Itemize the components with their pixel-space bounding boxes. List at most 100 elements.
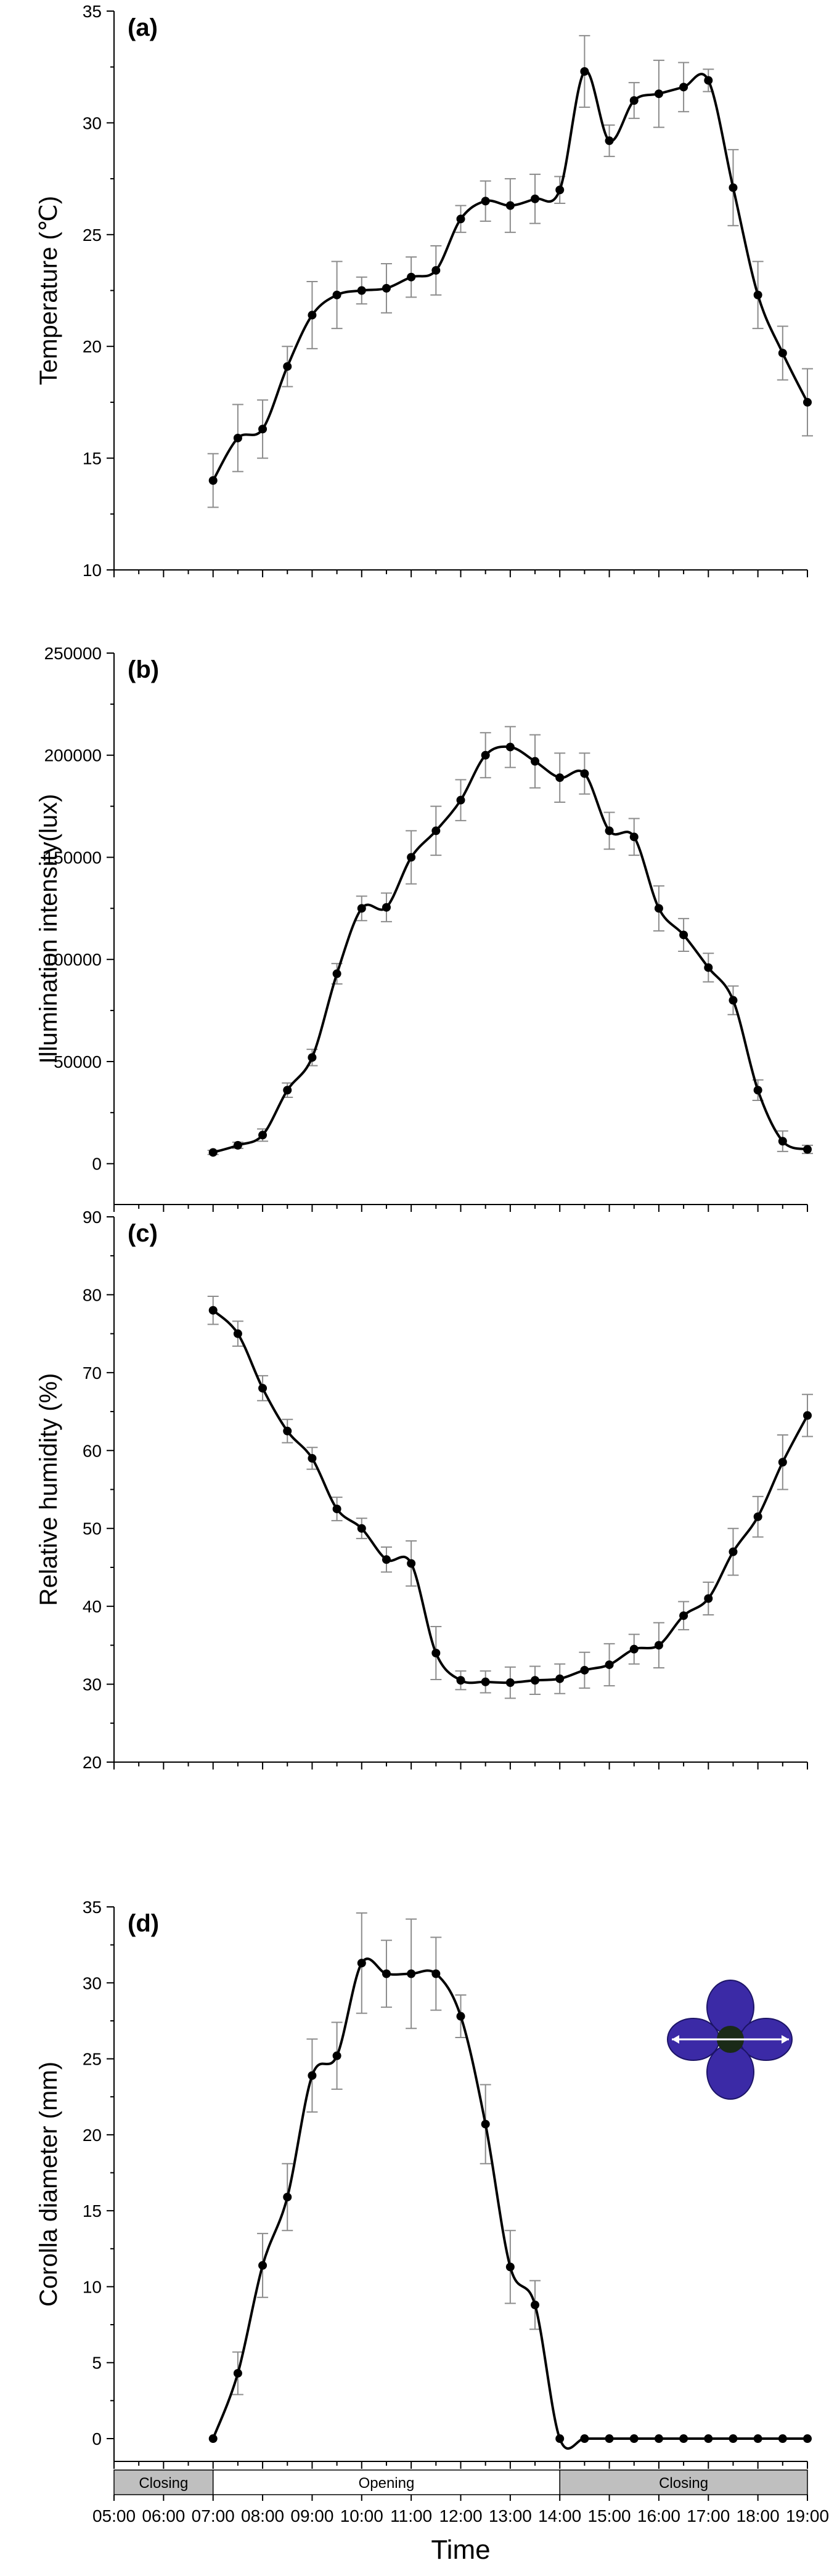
y-tick-label: 20 <box>83 1753 102 1772</box>
y-tick-label: 0 <box>92 2429 102 2448</box>
x-tick-label: 13:00 <box>489 2506 532 2525</box>
y-tick-label: 70 <box>83 1363 102 1383</box>
data-point <box>382 1969 391 1978</box>
data-point <box>382 903 391 912</box>
y-tick-label: 50000 <box>54 1052 102 1071</box>
data-point <box>308 1453 317 1463</box>
data-point <box>605 2434 614 2444</box>
data-point <box>505 1678 515 1688</box>
x-tick-label: 16:00 <box>637 2506 680 2525</box>
y-tick-label: 25 <box>83 2050 102 2069</box>
data-point <box>407 272 416 282</box>
data-point <box>208 476 218 485</box>
data-point <box>654 904 663 913</box>
data-point <box>580 2434 589 2444</box>
data-point <box>283 1086 292 1095</box>
y-tick-label: 30 <box>83 1675 102 1694</box>
phase-label: Closing <box>139 2475 188 2492</box>
phase-label: Closing <box>659 2475 708 2492</box>
data-point <box>605 826 614 835</box>
data-point <box>283 1426 292 1436</box>
data-point <box>308 1053 317 1062</box>
data-point <box>753 290 762 299</box>
data-point <box>803 1411 812 1420</box>
x-tick-label: 19:00 <box>786 2506 829 2525</box>
data-point <box>258 425 267 434</box>
data-point <box>555 2434 565 2444</box>
y-tick-label: 80 <box>83 1285 102 1304</box>
data-point <box>258 1384 267 1393</box>
data-point <box>332 290 341 299</box>
data-point <box>357 286 366 295</box>
y-tick-label: 50 <box>83 1519 102 1538</box>
data-point <box>531 2301 540 2310</box>
flower-petal <box>706 2044 754 2100</box>
data-point <box>555 1674 565 1683</box>
y-tick-label: 30 <box>83 1973 102 1993</box>
data-point <box>456 2012 465 2021</box>
data-point <box>704 76 713 85</box>
data-point <box>753 1512 762 1521</box>
data-point <box>233 1140 242 1150</box>
data-point <box>629 96 639 105</box>
data-point <box>555 185 565 195</box>
y-tick-label: 30 <box>83 113 102 132</box>
panel-label: (b) <box>128 656 159 683</box>
data-point <box>481 750 490 760</box>
data-point <box>431 1649 441 1657</box>
x-tick-label: 09:00 <box>290 2506 333 2525</box>
data-point <box>456 214 465 224</box>
series-line <box>213 745 808 1154</box>
data-point <box>233 433 242 442</box>
panel-4: 0 5 10 15 20 25 30 35 (d) Corolla diameter (mm) Cl… <box>35 1898 829 2565</box>
arrow-head-left <box>672 2035 679 2044</box>
data-point <box>407 1969 416 1978</box>
data-point <box>431 1969 441 1978</box>
x-tick-label: 08:00 <box>241 2506 284 2525</box>
data-point <box>407 853 416 862</box>
data-point <box>778 1137 787 1146</box>
data-point <box>505 742 515 752</box>
y-tick-label: 150000 <box>44 848 102 867</box>
data-point <box>729 2434 738 2444</box>
data-point <box>679 930 688 940</box>
y-tick-label: 5 <box>92 2354 102 2373</box>
data-point <box>382 1555 391 1564</box>
data-point <box>704 1594 713 1603</box>
arrow-head-right <box>782 2035 789 2044</box>
y-tick-label: 35 <box>83 1898 102 1917</box>
panel-label: (d) <box>128 1910 159 1937</box>
y-tick-label: 10 <box>83 561 102 580</box>
data-point <box>332 2051 341 2060</box>
y-tick-label: 20 <box>83 337 102 356</box>
data-point <box>382 283 391 293</box>
data-point <box>208 1306 218 1315</box>
data-point <box>580 1665 589 1675</box>
data-point <box>729 996 738 1005</box>
data-point <box>208 2434 218 2444</box>
x-tick-label: 12:00 <box>439 2506 482 2525</box>
y-tick-label: 20 <box>83 2126 102 2145</box>
data-point <box>481 197 490 206</box>
y-axis-label: Corolla diameter (mm) <box>35 2062 62 2307</box>
data-point <box>332 969 341 978</box>
x-tick-label: 11:00 <box>390 2506 432 2525</box>
x-tick-label: 07:00 <box>192 2506 235 2525</box>
series-line <box>212 1309 809 1684</box>
data-point <box>605 136 614 145</box>
y-tick-label: 0 <box>92 1155 102 1174</box>
y-tick-label: 100000 <box>44 950 102 969</box>
data-point <box>481 2119 490 2129</box>
data-point <box>704 963 713 972</box>
data-point <box>332 1505 341 1514</box>
data-point <box>555 773 565 782</box>
data-point <box>803 1145 812 1154</box>
data-point <box>308 311 317 320</box>
data-point <box>629 2434 639 2444</box>
data-point <box>456 1676 465 1685</box>
x-tick-label: 17:00 <box>687 2506 730 2525</box>
y-tick-label: 250000 <box>44 644 102 663</box>
data-point <box>704 2434 713 2444</box>
data-point <box>531 1676 540 1685</box>
